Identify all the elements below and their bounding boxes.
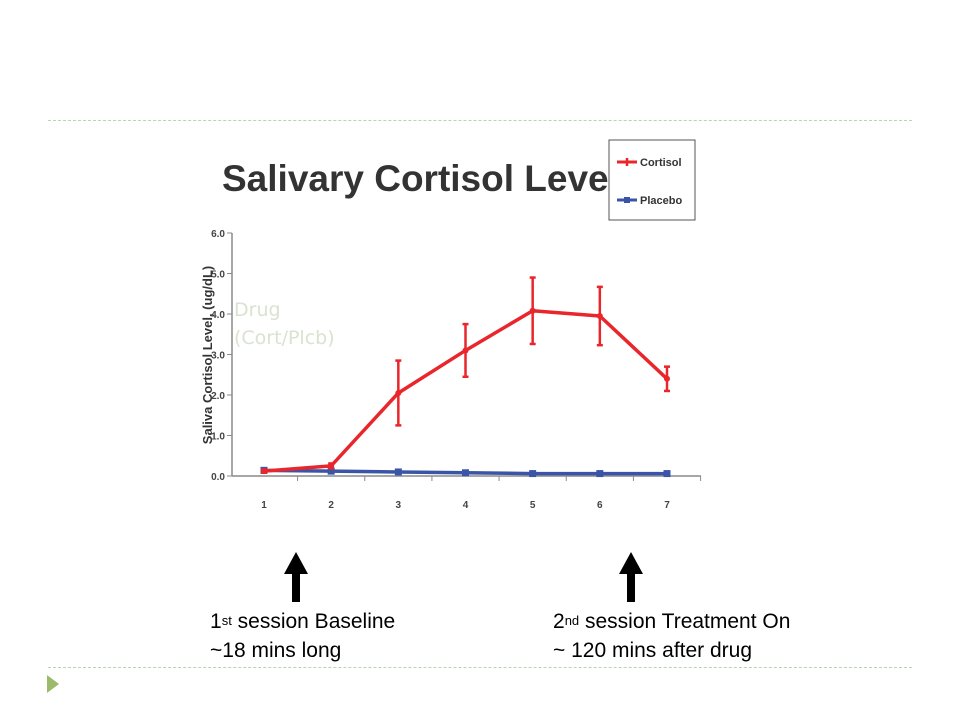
y-tick-label: 6.0 bbox=[211, 229, 225, 240]
second-session-line2: ~ 120 mins after drug bbox=[553, 639, 753, 662]
chart-title: Salivary Cortisol Level bbox=[222, 158, 619, 199]
ordinal-suffix: st bbox=[221, 613, 232, 628]
data-point bbox=[462, 469, 469, 477]
data-point bbox=[529, 470, 537, 478]
data-point bbox=[394, 468, 402, 476]
drug-annotation-line2: (Cort/Plcb) bbox=[234, 327, 335, 349]
drug-annotation: Drug (Cort/Plcb) bbox=[234, 296, 335, 352]
ordinal-suffix: nd bbox=[564, 613, 580, 628]
first-session-caption: 1st session Baseline ~18 mins long bbox=[210, 607, 395, 665]
data-point bbox=[261, 468, 267, 475]
session-title: session Baseline bbox=[231, 610, 396, 633]
y-tick-label: 4.0 bbox=[211, 310, 225, 321]
legend-label: Cortisol bbox=[640, 157, 682, 169]
ordinal-number: 1 bbox=[210, 610, 222, 633]
top-divider bbox=[48, 120, 912, 121]
first-session-line1: 1st session Baseline bbox=[210, 607, 395, 636]
data-point bbox=[663, 470, 671, 478]
data-point bbox=[596, 470, 604, 478]
x-tick-label: 4 bbox=[463, 500, 469, 511]
data-point bbox=[596, 313, 603, 320]
data-point bbox=[529, 307, 536, 314]
x-tick-label: 6 bbox=[597, 500, 603, 511]
y-tick-label: 3.0 bbox=[211, 351, 225, 362]
up-arrow-icon bbox=[619, 552, 643, 602]
x-tick-label: 1 bbox=[261, 500, 267, 511]
data-point bbox=[664, 375, 670, 382]
y-tick-label: 5.0 bbox=[211, 270, 225, 281]
data-point bbox=[327, 467, 335, 475]
legend-label: Placebo bbox=[640, 195, 682, 207]
second-session-caption: 2nd session Treatment On ~ 120 mins afte… bbox=[553, 607, 790, 665]
y-axis-label: Saliva Cortisol Level, (ug/dL) bbox=[200, 266, 215, 444]
x-tick-label: 3 bbox=[396, 500, 402, 511]
legend: Cortisol Placebo bbox=[608, 139, 696, 221]
data-point bbox=[462, 347, 469, 354]
y-tick-label: 1.0 bbox=[211, 432, 225, 443]
up-arrow-icon bbox=[284, 552, 308, 602]
second-session-line1: 2nd session Treatment On bbox=[553, 607, 790, 636]
data-point bbox=[395, 389, 402, 396]
first-session-line2: ~18 mins long bbox=[210, 639, 342, 662]
series-cortisol bbox=[261, 276, 670, 475]
triangle-bullet-icon bbox=[47, 675, 59, 693]
drug-annotation-line1: Drug bbox=[234, 299, 281, 321]
bottom-divider bbox=[48, 667, 912, 668]
legend-swatch-marker bbox=[624, 197, 630, 203]
x-tick-label: 5 bbox=[530, 500, 536, 511]
series-placebo bbox=[260, 466, 671, 478]
y-tick-label: 2.0 bbox=[211, 391, 225, 402]
data-point bbox=[328, 462, 335, 469]
x-tick-label: 2 bbox=[328, 500, 334, 511]
x-tick-label: 7 bbox=[664, 500, 670, 511]
legend-box bbox=[608, 139, 696, 221]
session-title: session Treatment On bbox=[579, 610, 791, 633]
ordinal-number: 2 bbox=[553, 610, 565, 633]
y-tick-label: 0.0 bbox=[211, 472, 225, 483]
